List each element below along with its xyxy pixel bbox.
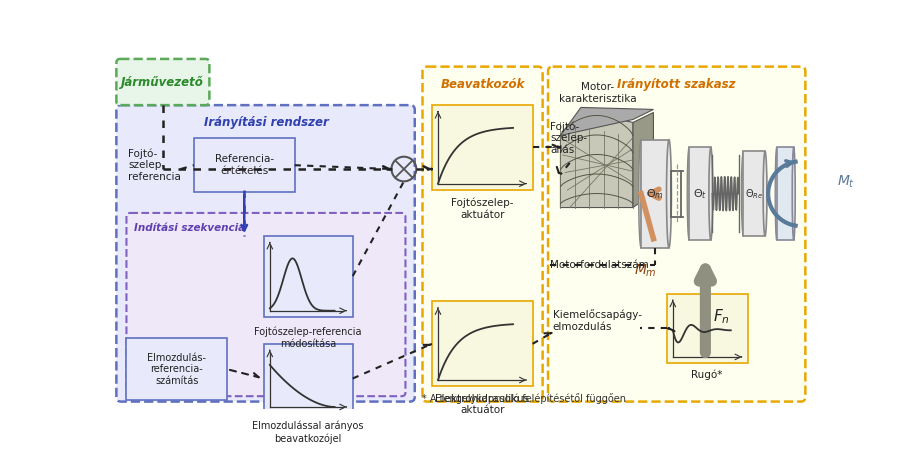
Text: Elektrohidraulikus
aktuátor: Elektrohidraulikus aktuátor: [435, 394, 529, 415]
Text: Referencia-
értékelés: Referencia- értékelés: [215, 154, 274, 176]
Text: $\Theta_{Re}$: $\Theta_{Re}$: [745, 187, 763, 201]
Text: $\Theta_m$: $\Theta_m$: [646, 187, 664, 201]
Ellipse shape: [792, 147, 796, 240]
Ellipse shape: [688, 147, 691, 240]
Text: Rugó*: Rugó*: [691, 369, 723, 380]
Text: Irányítási rendszer: Irányítási rendszer: [203, 116, 328, 129]
Polygon shape: [561, 107, 653, 135]
Bar: [777, 147, 794, 240]
Text: Fojtó-
szelep-
referencia: Fojtó- szelep- referencia: [128, 148, 181, 182]
Ellipse shape: [709, 147, 713, 240]
Ellipse shape: [667, 140, 671, 247]
Bar: [126, 338, 227, 400]
FancyBboxPatch shape: [422, 67, 543, 402]
Text: Irányított szakasz: Irányított szakasz: [617, 78, 736, 91]
FancyBboxPatch shape: [116, 59, 210, 105]
Text: Beavatkozók: Beavatkozók: [441, 78, 526, 91]
Text: Fojtószelep-referencia
módosítása: Fojtószelep-referencia módosítása: [254, 327, 362, 349]
Bar: [667, 294, 748, 363]
Text: Elmozdulással arányos
beavatkozójel: Elmozdulással arányos beavatkozójel: [252, 421, 364, 443]
Text: Indítási szekvencia: Indítási szekvencia: [134, 224, 246, 233]
Ellipse shape: [639, 140, 644, 247]
Text: * A tengelykapcsoló felépítésétől függően: * A tengelykapcsoló felépítésétől függőe…: [422, 393, 626, 404]
Ellipse shape: [775, 147, 778, 240]
Bar: [689, 147, 711, 240]
Ellipse shape: [763, 151, 767, 236]
Ellipse shape: [742, 151, 745, 236]
Text: Járművezető: Járművezető: [122, 76, 204, 90]
Text: Kiemelőcsapágy-
elmozdulás: Kiemelőcsapágy- elmozdulás: [553, 309, 642, 332]
Text: $\Theta_t$: $\Theta_t$: [693, 187, 707, 201]
Bar: [743, 151, 765, 236]
FancyBboxPatch shape: [116, 105, 415, 402]
Text: Motorfordulatszám: Motorfordulatszám: [551, 259, 649, 269]
Text: $F_n$: $F_n$: [713, 308, 730, 326]
Polygon shape: [561, 112, 633, 207]
Bar: [194, 138, 294, 192]
FancyBboxPatch shape: [548, 67, 806, 402]
Bar: [264, 344, 353, 413]
Text: $M_t$: $M_t$: [837, 174, 855, 190]
Text: $M_m$: $M_m$: [634, 263, 657, 280]
Text: Fojtószelep-
aktuátor: Fojtószelep- aktuátor: [451, 197, 513, 219]
Bar: [641, 140, 669, 247]
FancyBboxPatch shape: [126, 213, 405, 396]
Text: Motor-
karakterisztika: Motor- karakterisztika: [559, 82, 636, 104]
Bar: [432, 105, 533, 190]
Text: Fojtó-
szelep-
állás: Fojtó- szelep- állás: [551, 121, 588, 155]
Text: Elmozdulás-
referencia-
számítás: Elmozdulás- referencia- számítás: [148, 353, 206, 386]
Bar: [264, 236, 353, 317]
Bar: [432, 302, 533, 386]
Polygon shape: [633, 112, 653, 207]
